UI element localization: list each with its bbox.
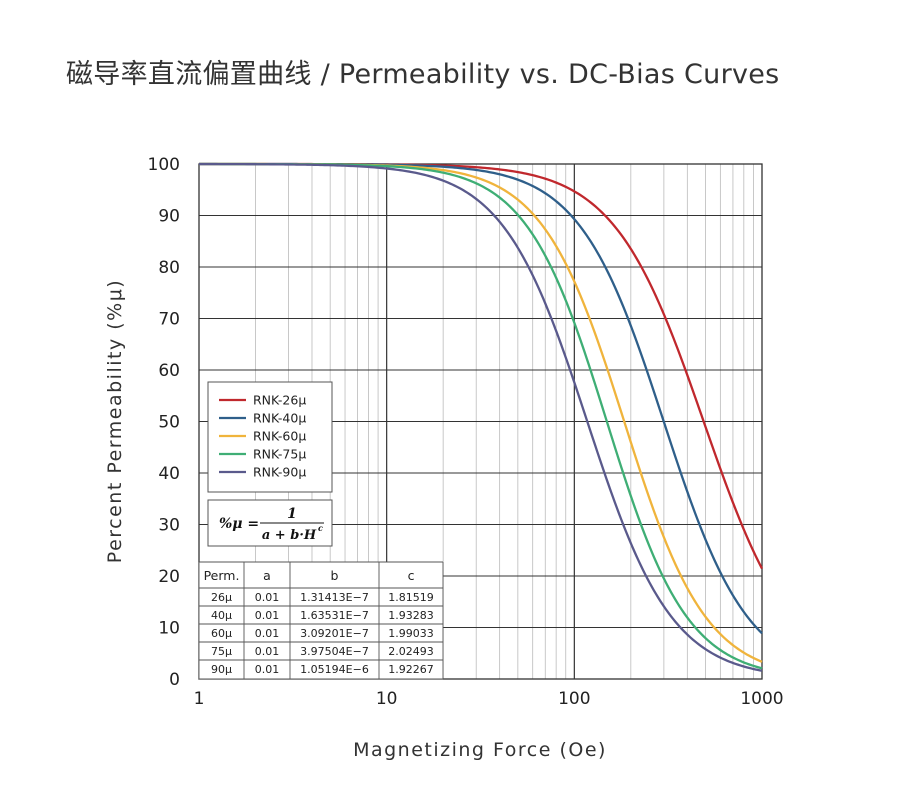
series-line-rnk-90 — [198, 162, 763, 672]
formula-denominator: a + b·H — [262, 528, 317, 543]
table-cell: 0.01 — [255, 645, 280, 658]
table-cell: 1.93283 — [388, 609, 434, 622]
table-cell: 1.99033 — [388, 627, 434, 640]
table-cell: 1.92267 — [388, 663, 434, 676]
table-cell: 1.63531E−7 — [300, 609, 369, 622]
y-tick-labels: 0 10 20 30 40 50 60 70 80 90 100 — [148, 155, 180, 690]
formula-lhs: %μ = — [219, 516, 259, 532]
plot-frame — [198, 163, 763, 680]
x-tick-labels: 1 10 100 1000 — [194, 689, 784, 709]
table-cell: 3.97504E−7 — [300, 645, 369, 658]
table-cell: 40μ — [211, 609, 232, 622]
grid — [199, 164, 762, 679]
table-cell: 0.01 — [255, 591, 280, 604]
y-tick-label: 70 — [158, 310, 180, 330]
x-tick-label: 1 — [194, 689, 205, 709]
x-tick-label: 100 — [558, 689, 590, 709]
y-tick-label: 50 — [158, 413, 180, 433]
table-cell: 90μ — [211, 663, 232, 676]
table-header: a — [263, 568, 271, 583]
legend-label: RNK-26μ — [253, 393, 306, 408]
table-cell: 3.09201E−7 — [300, 627, 369, 640]
y-tick-label: 10 — [158, 619, 180, 639]
formula-numerator: 1 — [287, 506, 297, 522]
table-background — [199, 562, 443, 679]
formula-exponent: c — [318, 523, 323, 533]
y-tick-label: 90 — [158, 207, 180, 227]
table-cell: 26μ — [211, 591, 232, 604]
parameter-table: Perm. a b c 26μ 0.01 1.31413E−7 1.81519 40μ 0.01 1… — [198, 561, 444, 680]
legend-label: RNK-60μ — [253, 429, 306, 444]
table-header: Perm. — [204, 568, 240, 583]
y-tick-label: 30 — [158, 516, 180, 536]
legend-label: RNK-40μ — [253, 411, 306, 426]
table-cell: 60μ — [211, 627, 232, 640]
y-tick-label: 80 — [158, 258, 180, 278]
y-tick-label: 40 — [158, 464, 180, 484]
y-axis-title: Percent Permeability (%μ) — [104, 279, 126, 563]
x-tick-label: 10 — [376, 689, 398, 709]
y-tick-label: 60 — [158, 361, 180, 381]
table-cell: 0.01 — [255, 627, 280, 640]
curves — [198, 162, 764, 672]
legend-label: RNK-75μ — [253, 447, 306, 462]
page-title: 磁导率直流偏置曲线 / Permeability vs. DC-Bias Cur… — [66, 59, 780, 90]
table-cell: 1.31413E−7 — [300, 591, 369, 604]
table-header: c — [408, 568, 415, 583]
table-cell: 1.81519 — [388, 591, 434, 604]
table-cell: 0.01 — [255, 609, 280, 622]
y-tick-label: 0 — [169, 670, 180, 690]
table-cell: 0.01 — [255, 663, 280, 676]
x-axis-title: Magnetizing Force (Oe) — [353, 739, 607, 761]
legend-label: RNK-90μ — [253, 465, 306, 480]
table-cell: 75μ — [211, 645, 232, 658]
formula-box: %μ = 1 a + b·H c — [207, 499, 333, 547]
y-tick-label: 100 — [148, 155, 180, 175]
x-tick-label: 1000 — [740, 689, 783, 709]
table-header: b — [331, 568, 339, 583]
table-cell: 1.05194E−6 — [300, 663, 369, 676]
legend: RNK-26μ RNK-40μ RNK-60μ RNK-75μ RNK-90μ — [207, 381, 333, 493]
y-tick-label: 20 — [158, 567, 180, 587]
table-cell: 2.02493 — [388, 645, 434, 658]
